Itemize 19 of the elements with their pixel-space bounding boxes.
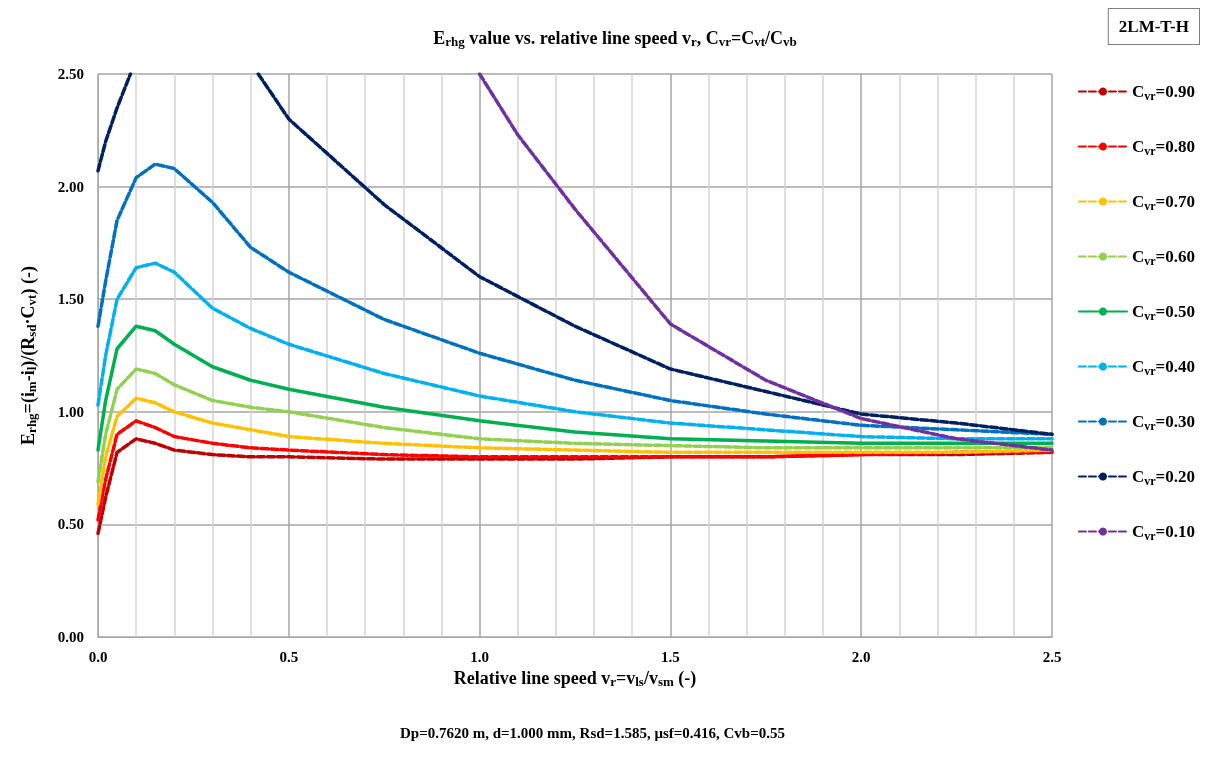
y-tick-label: 2.00 <box>57 178 84 195</box>
line-series <box>96 324 1054 452</box>
line-series <box>96 419 1054 522</box>
line-series <box>477 72 1054 452</box>
line-series <box>96 261 1054 441</box>
x-tick-label: 0.5 <box>279 648 299 665</box>
y-tick-label: 1.50 <box>57 291 84 308</box>
x-tick-label: 0.0 <box>88 648 108 665</box>
y-tick-label: 0.00 <box>57 629 84 645</box>
x-tick-label: 2.5 <box>1042 648 1062 665</box>
y-tick-label: 0.50 <box>57 516 84 533</box>
y-tick-label: 1.00 <box>57 403 84 420</box>
line-series <box>96 367 1054 484</box>
text: Dp=0.7620 m, d=1.000 mm, Rsd=1.585, μsf=0.416, Cvb=0.55 <box>400 724 786 741</box>
x-tick-label: 1.5 <box>661 648 680 665</box>
text: 2LM-T-H <box>1118 17 1190 36</box>
x-tick-label: 2.0 <box>851 648 871 665</box>
x-tick-label: 1.0 <box>470 648 489 665</box>
y-tick-label: 2.50 <box>57 66 84 82</box>
